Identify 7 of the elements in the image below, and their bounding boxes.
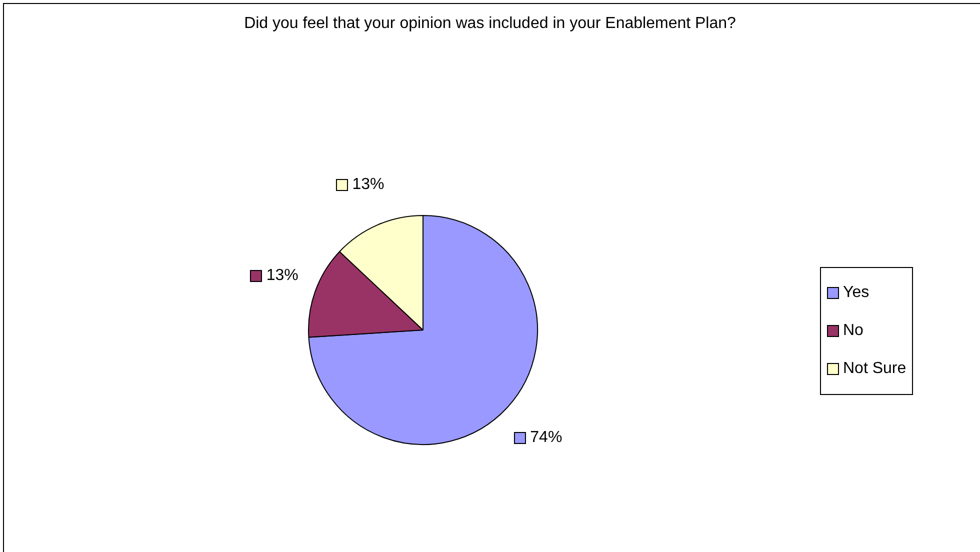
legend-label: Yes <box>843 284 870 302</box>
chart-title: Did you feel that your opinion was included in your Enablement Plan? <box>243 14 737 34</box>
data-label: 13% <box>266 267 298 286</box>
legend-label: No <box>843 322 864 340</box>
data-label: 74% <box>530 429 562 448</box>
data-label: 13% <box>352 176 384 194</box>
legend-label: Not Sure <box>843 360 906 378</box>
